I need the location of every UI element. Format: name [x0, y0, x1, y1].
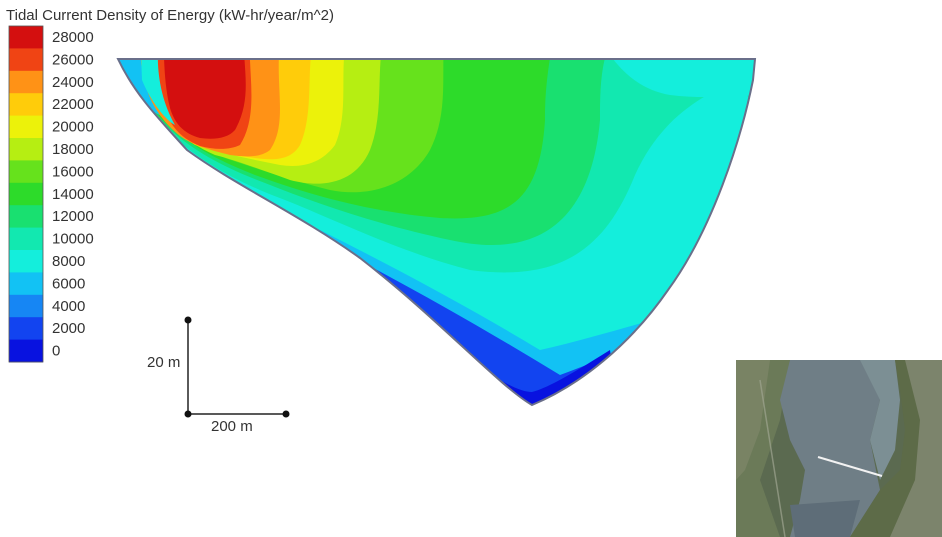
contour-band-upperright-cyan — [595, 59, 755, 98]
inset-water — [780, 360, 880, 537]
scale-bar-vertical-label: 20 m — [147, 354, 180, 371]
colorbar-border — [8, 25, 44, 363]
inset-bridge — [817, 456, 883, 477]
colorbar-swatch-6000 — [9, 272, 43, 296]
colorbar-swatch-24000 — [9, 70, 43, 94]
colorbar-swatch-14000 — [9, 182, 43, 206]
inset-urban-right — [890, 360, 942, 537]
colorbar-swatch-28000 — [9, 26, 43, 49]
colorbar-swatch-26000 — [9, 48, 43, 72]
colorbar-legend: 2800026000240002200020000180001600014000… — [8, 25, 94, 363]
chart-title: Tidal Current Density of Energy (kW-hr/y… — [6, 7, 334, 24]
colorbar-label-22000: 22000 — [52, 96, 94, 113]
colorbar-swatch-0 — [9, 339, 43, 363]
colorbar-swatch-8000 — [9, 250, 43, 273]
colorbar-label-28000: 28000 — [52, 29, 94, 46]
colorbar-label-0: 0 — [52, 343, 60, 360]
cross-section-contour — [118, 59, 755, 405]
colorbar-swatch-4000 — [9, 294, 43, 318]
scale-bar-horizontal-label: 200 m — [211, 418, 253, 435]
colorbar-label-16000: 16000 — [52, 163, 94, 180]
scale-bar-dot-top — [184, 316, 192, 324]
colorbar-label-24000: 24000 — [52, 74, 94, 91]
contour-band-red — [162, 59, 246, 139]
colorbar-swatch-22000 — [9, 93, 43, 116]
colorbar-label-6000: 6000 — [52, 275, 85, 292]
scale-bar: 20 m 200 m — [147, 316, 290, 435]
contour-band-leftedge-cyan — [140, 59, 175, 125]
colorbar-swatch-20000 — [9, 115, 43, 139]
colorbar-label-4000: 4000 — [52, 298, 85, 315]
colorbar-swatch-12000 — [9, 205, 43, 228]
colorbar-label-2000: 2000 — [52, 320, 85, 337]
colorbar-swatch-18000 — [9, 138, 43, 161]
inset-road — [759, 379, 786, 537]
colorbar-label-12000: 12000 — [52, 208, 94, 225]
colorbar-label-20000: 20000 — [52, 119, 94, 136]
scale-bar-dot-right — [282, 410, 290, 418]
colorbar-label-8000: 8000 — [52, 253, 85, 270]
colorbar-label-14000: 14000 — [52, 186, 94, 203]
colorbar-swatch-2000 — [9, 317, 43, 340]
cross-section-outline — [116, 58, 757, 407]
colorbar-label-10000: 10000 — [52, 231, 94, 248]
aerial-photo-inset — [736, 360, 942, 537]
colorbar-swatch-16000 — [9, 160, 43, 184]
inset-lower-water — [790, 500, 860, 537]
scale-bar-dot-corner — [184, 410, 192, 418]
colorbar-swatch-10000 — [9, 227, 43, 251]
colorbar-label-26000: 26000 — [52, 51, 94, 68]
inset-water-shallow — [860, 360, 900, 480]
colorbar-label-18000: 18000 — [52, 141, 94, 158]
